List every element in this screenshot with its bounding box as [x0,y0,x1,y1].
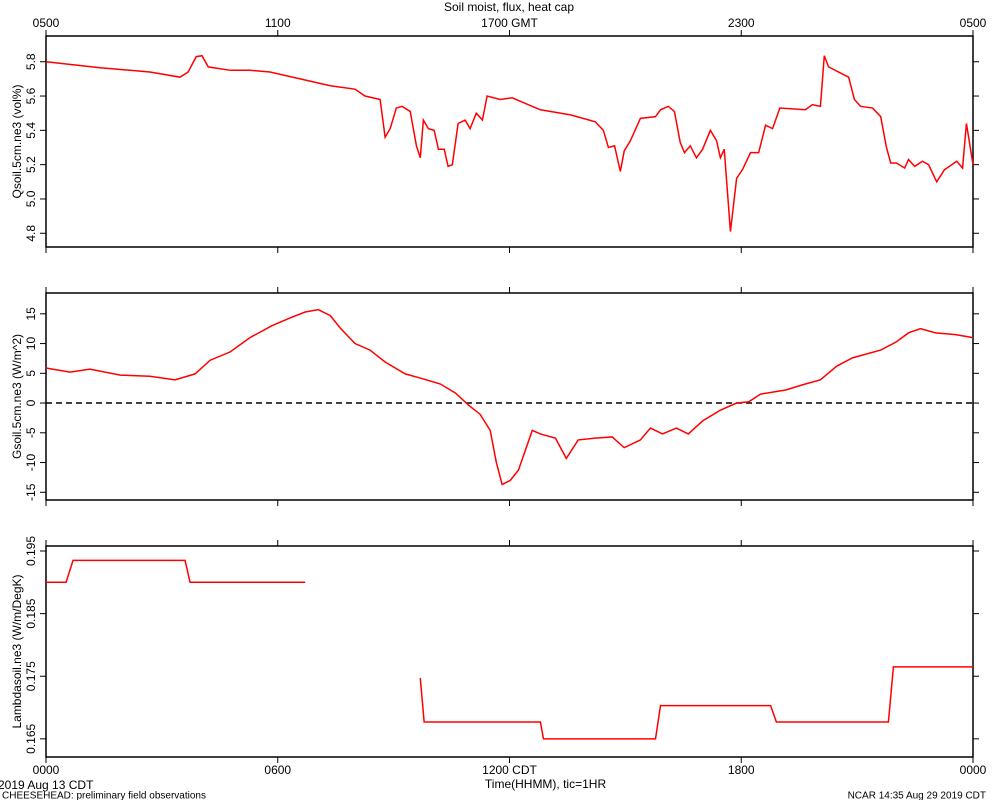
y-tick-label: 5.6 [24,87,38,104]
x2-tick-label: 2300 [728,16,755,30]
y-tick-label: -5 [24,427,38,438]
timestamp-label: NCAR 14:35 Aug 29 2019 CDT [848,791,986,800]
plot-frame [45,35,974,248]
x-tick-label: 1200 CDT [482,763,537,777]
x-tick-label: 0000 [33,763,60,777]
y-tick-label: -15 [24,483,38,501]
y-tick-label: 0.185 [24,598,38,628]
y-axis-label: Gsoil.5cm.ne3 (W/m^2) [10,334,24,459]
chart-title: Soil moist, flux, heat cap [444,0,574,14]
project-label: CHEESEHEAD: preliminary field observatio… [2,791,206,800]
y-tick-label: 10 [24,337,38,351]
x2-tick-label: 1100 [265,16,291,30]
data-line [45,308,974,486]
x2-tick-label: 0500 [960,16,987,30]
x2-tick-label: 0500 [33,16,60,30]
x-tick-label: 1800 [728,763,755,777]
y-tick-label: -10 [24,454,38,472]
y-axis-label: Qsoil.5cm.ne3 (vol%) [10,84,24,198]
plot-frame [45,545,974,758]
y-tick-label: 0 [24,399,38,406]
data-line [46,559,973,740]
plot-frame [45,292,974,501]
y-tick-label: 5.2 [24,156,38,173]
y-tick-label: 5.0 [24,190,38,207]
data-line [45,54,974,232]
y-tick-label: 0.165 [24,724,38,754]
x-axis-label: Time(HHMM), tic=1HR [485,777,607,791]
date-label: 2019 Aug 13 CDT [0,778,94,792]
x-tick-label: 0600 [264,763,291,777]
y-tick-label: 0.195 [24,536,38,566]
y-axis-label: Lambdasoil.ne3 (W/m/DegK) [10,574,24,728]
x-tick-label: 0000 [960,763,987,777]
x2-tick-label: 1700 GMT [481,16,538,30]
y-tick-label: 0.175 [24,661,38,691]
y-tick-label: 5 [24,370,38,377]
y-tick-label: 5.8 [24,53,38,70]
y-tick-label: 15 [24,307,38,321]
y-tick-label: 5.4 [24,122,38,139]
y-tick-label: 4.8 [24,225,38,242]
